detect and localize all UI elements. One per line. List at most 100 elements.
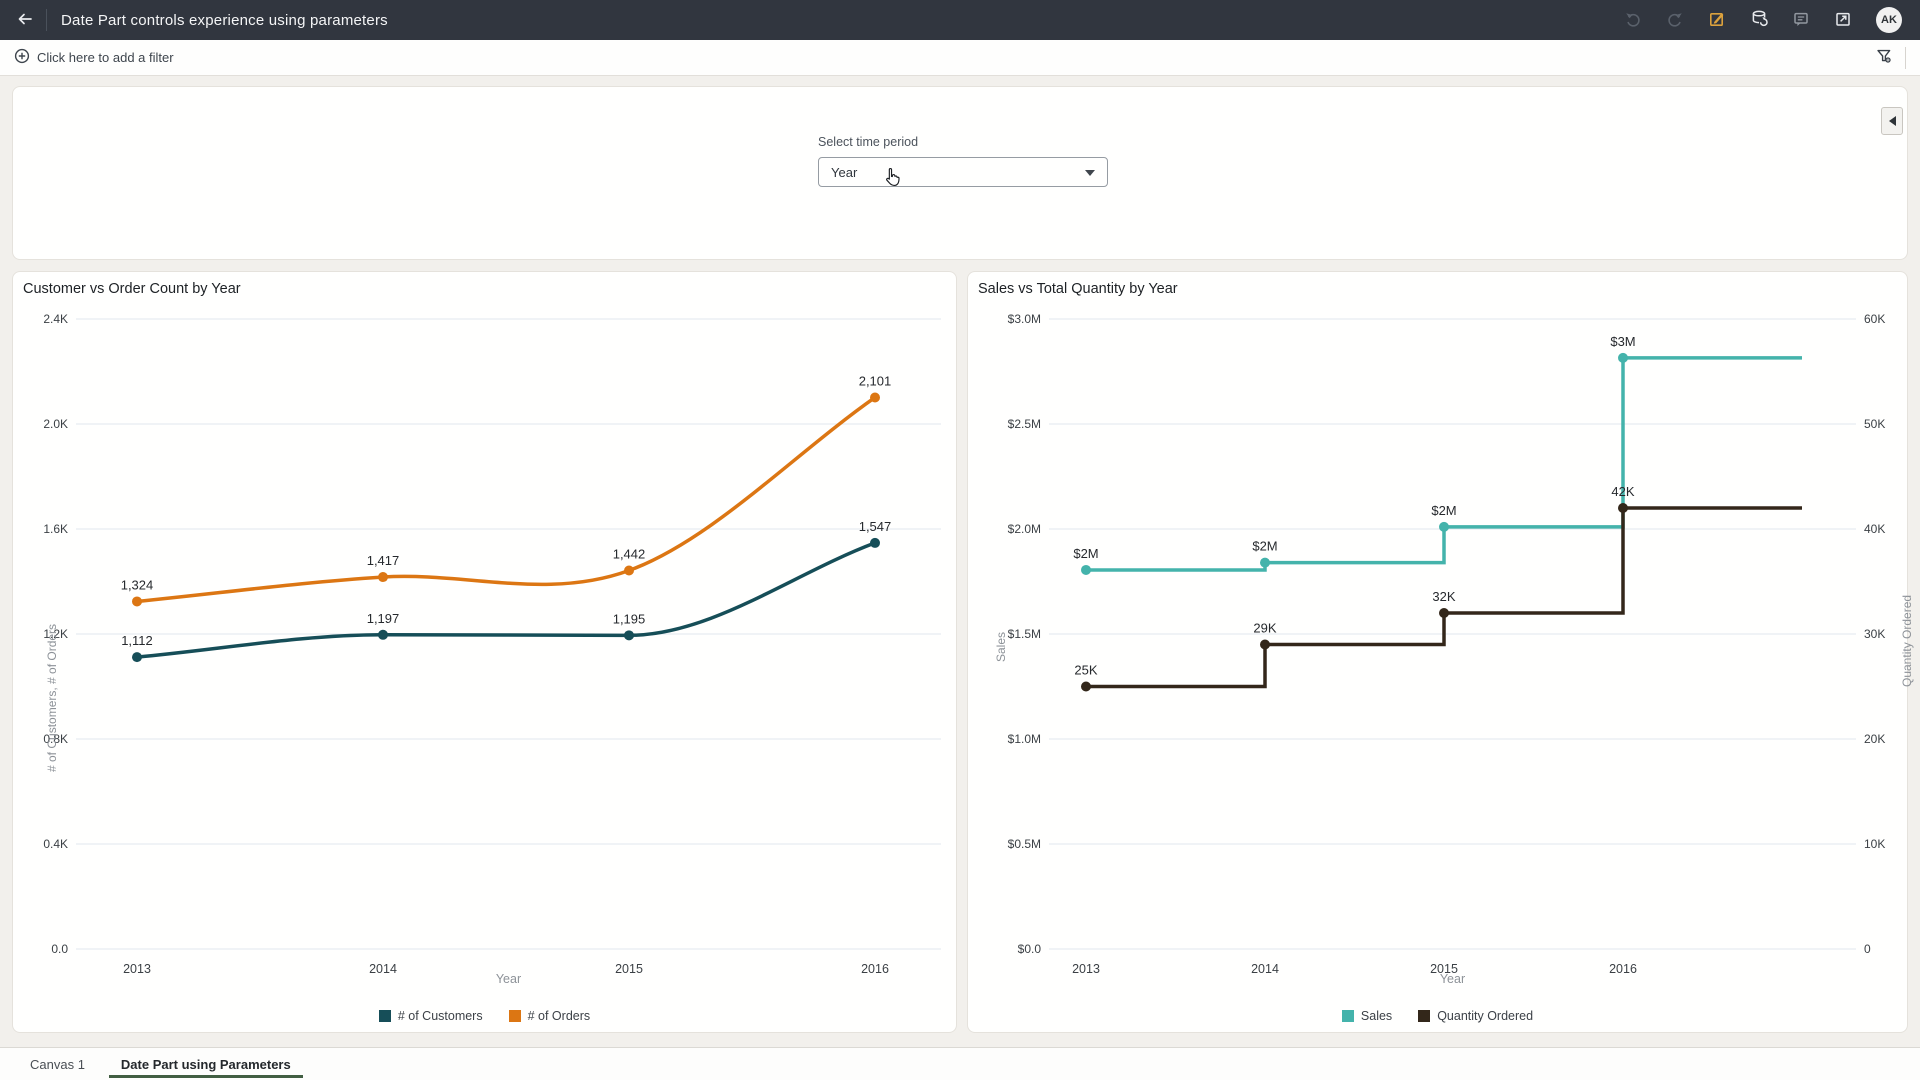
y-tick-label: $0.5M — [1008, 837, 1041, 851]
x-tick-label: 2015 — [1430, 962, 1458, 976]
legend-item-orders[interactable]: # of Orders — [508, 1009, 591, 1023]
y-tick-label: 60K — [1864, 312, 1885, 326]
canvas-tab-bar: Canvas 1 Date Part using Parameters — [0, 1047, 1920, 1080]
data-point-label: $2M — [1252, 539, 1277, 554]
y-tick-label: $0.0 — [1018, 942, 1042, 956]
line-chart-canvas[interactable]: 2.4K 2.0K 1.6K 1.2K 0.8K 0.4K 0.0 2013 2014 2015 2… — [13, 272, 958, 1002]
legend-label: Sales — [1360, 1009, 1393, 1023]
active-tab-underline — [108, 1075, 303, 1078]
comment-icon — [1792, 10, 1810, 31]
data-point-label: 1,197 — [367, 611, 400, 626]
time-period-dropdown[interactable]: Year — [818, 157, 1108, 187]
data-point-label: 1,112 — [121, 633, 153, 648]
parameter-card: Select time period Year — [12, 86, 1908, 260]
comment-button[interactable] — [1792, 11, 1810, 29]
page-title: Date Part controls experience using para… — [61, 11, 388, 29]
data-point-label: 1,195 — [613, 611, 646, 626]
triangle-left-icon — [1888, 116, 1896, 126]
tab-canvas-1[interactable]: Canvas 1 — [18, 1048, 97, 1080]
time-period-control: Select time period Year — [818, 135, 1108, 187]
x-tick-label: 2014 — [1251, 962, 1279, 976]
undo-button[interactable] — [1624, 11, 1642, 29]
filter-gear-icon — [1875, 47, 1893, 68]
data-point-label: 42K — [1611, 484, 1634, 499]
data-point-label: 1,417 — [367, 553, 400, 568]
y-axis-left-title: Sales — [994, 631, 1008, 662]
y-tick-label: 50K — [1864, 417, 1885, 431]
y-axis-title: # of Customers, # of Orders — [45, 623, 59, 772]
data-point-label: $3M — [1610, 334, 1635, 349]
chart-card-sales-quantity: Sales vs Total Quantity by Year $3.0M $2.… — [967, 271, 1914, 1033]
edit-pencil-icon — [1708, 10, 1726, 31]
data-point[interactable] — [1439, 608, 1449, 618]
circle-plus-icon — [14, 48, 30, 67]
data-point[interactable] — [132, 652, 142, 663]
legend-swatch — [1418, 1010, 1431, 1022]
data-point[interactable] — [132, 596, 142, 607]
data-point-label: 25K — [1074, 663, 1097, 678]
edit-button[interactable] — [1708, 11, 1726, 29]
x-tick-label: 2015 — [615, 962, 643, 976]
legend-swatch — [1341, 1010, 1354, 1022]
open-in-new-icon — [1834, 10, 1852, 31]
chart-card-customers-orders: Customer vs Order Count by Year 2.4K 2.0K… — [12, 271, 957, 1033]
data-point[interactable] — [870, 392, 880, 403]
y-tick-label: 0.8K — [43, 732, 68, 746]
topbar-divider — [46, 9, 47, 31]
data-point[interactable] — [1081, 681, 1091, 692]
add-filter-button[interactable]: Click here to add a filter — [14, 48, 174, 67]
data-point[interactable] — [1260, 557, 1270, 568]
data-point[interactable] — [1618, 352, 1628, 363]
back-button[interactable] — [10, 5, 40, 35]
data-point[interactable] — [870, 537, 880, 548]
data-point[interactable] — [624, 630, 634, 641]
data-point[interactable] — [624, 565, 634, 576]
y-tick-label: 40K — [1864, 522, 1885, 536]
redo-button[interactable] — [1666, 11, 1684, 29]
y-tick-label: 1.2K — [43, 627, 68, 641]
legend-item-quantity[interactable]: Quantity Ordered — [1418, 1009, 1533, 1023]
present-button[interactable] — [1834, 11, 1852, 29]
data-point-label: $2M — [1073, 546, 1098, 561]
avatar[interactable]: AK — [1876, 7, 1902, 33]
back-arrow-icon — [16, 10, 34, 31]
data-point-label: 1,442 — [613, 546, 646, 561]
filter-settings-button[interactable] — [1875, 49, 1893, 67]
data-point[interactable] — [1439, 521, 1449, 532]
data-point-label: 32K — [1432, 589, 1455, 604]
step-chart-canvas[interactable]: $3.0M $2.5M $2.0M $1.5M $1.0M $0.5M $0.0 60K 50K… — [968, 272, 1909, 1002]
data-point[interactable] — [378, 572, 388, 583]
tab-date-part-using-parameters[interactable]: Date Part using Parameters — [108, 1048, 303, 1080]
database-refresh-icon — [1750, 9, 1769, 31]
chart-legend: # of Customers # of Orders — [13, 1009, 956, 1023]
y-tick-label: 2.4K — [43, 312, 68, 326]
add-filter-label: Click here to add a filter — [37, 50, 174, 65]
x-tick-label: 2016 — [1609, 962, 1637, 976]
data-point-label: 1,547 — [859, 519, 892, 534]
y-tick-label: $3.0M — [1008, 312, 1041, 326]
y-tick-label: 2.0K — [43, 417, 68, 431]
legend-item-customers[interactable]: # of Customers — [378, 1009, 483, 1023]
data-point-label: 2,101 — [859, 373, 892, 388]
y-axis-right-title: Quantity Ordered — [1900, 594, 1914, 687]
data-point[interactable] — [378, 629, 388, 640]
refresh-data-button[interactable] — [1750, 9, 1769, 31]
legend-item-sales[interactable]: Sales — [1341, 1009, 1393, 1023]
legend-swatch — [508, 1010, 521, 1022]
legend-label: # of Orders — [527, 1009, 591, 1023]
legend-label: Quantity Ordered — [1437, 1009, 1534, 1023]
select-time-period-label: Select time period — [818, 135, 919, 149]
legend-swatch — [378, 1010, 391, 1022]
chart-legend: Sales Quantity Ordered — [968, 1009, 1907, 1023]
collapse-panel-button[interactable] — [1881, 107, 1903, 135]
data-point[interactable] — [1081, 564, 1091, 575]
filter-bar: Click here to add a filter — [0, 40, 1920, 76]
series-line — [135, 395, 877, 604]
data-point[interactable] — [1260, 639, 1270, 650]
tab-label: Date Part using Parameters — [120, 1056, 291, 1072]
data-point[interactable] — [1618, 503, 1628, 513]
mouse-cursor — [881, 166, 904, 196]
y-tick-label: 30K — [1864, 627, 1885, 641]
y-tick-label: 1.6K — [43, 522, 68, 536]
